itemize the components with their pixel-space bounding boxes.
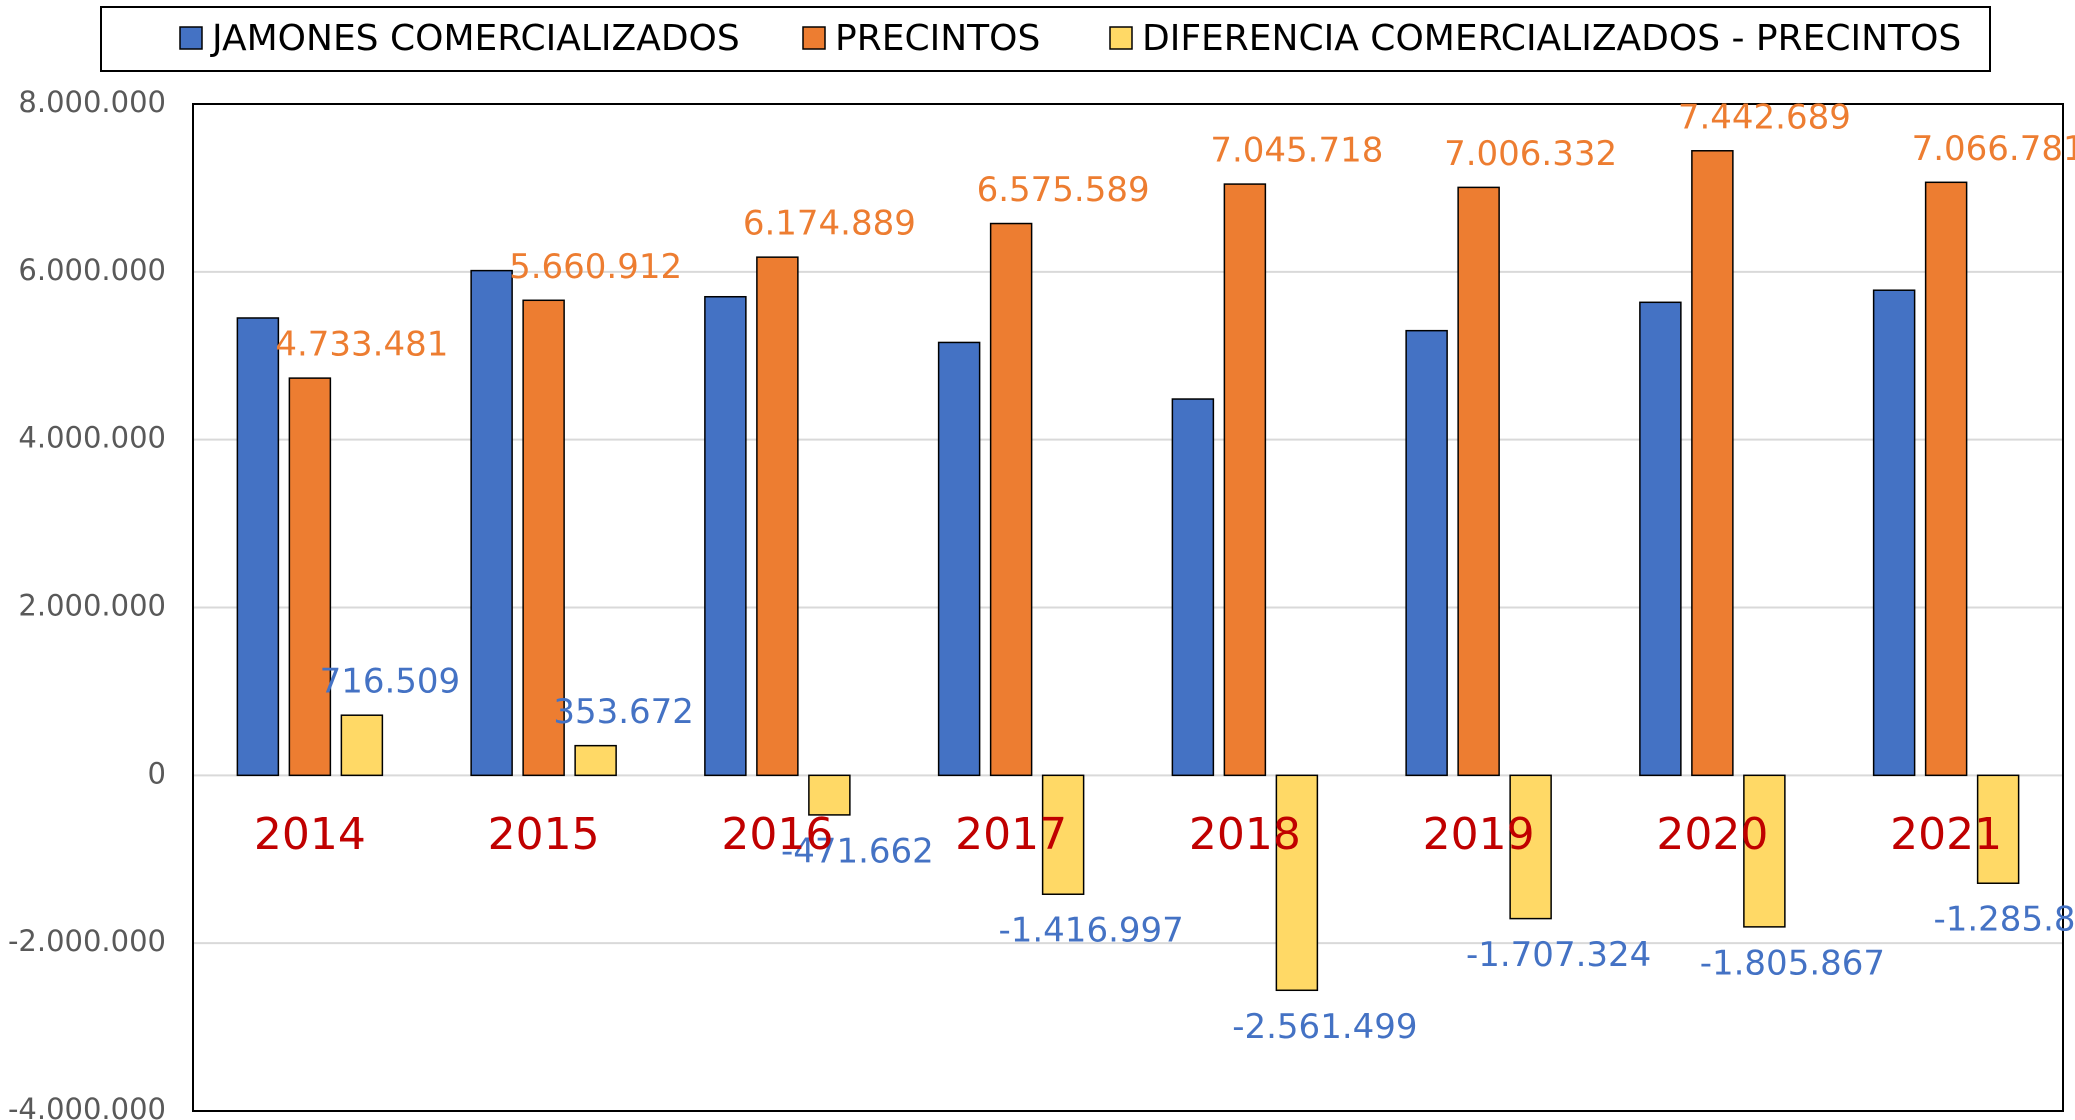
bar bbox=[1509, 774, 1552, 920]
data-label: 353.672 bbox=[553, 692, 694, 732]
bar bbox=[1223, 183, 1267, 777]
y-tick-label: -4.000.000 bbox=[8, 1092, 166, 1120]
bar bbox=[340, 714, 384, 777]
bar bbox=[1639, 301, 1682, 777]
x-tick-label: 2016 bbox=[721, 809, 833, 860]
legend-swatch bbox=[1109, 26, 1133, 50]
y-tick-label: 0 bbox=[148, 756, 166, 790]
data-label: 6.174.889 bbox=[743, 204, 916, 244]
bar bbox=[989, 222, 1033, 777]
x-tick-label: 2015 bbox=[488, 809, 600, 860]
data-label: 4.733.481 bbox=[275, 325, 448, 365]
bar bbox=[236, 317, 280, 777]
bar bbox=[1171, 398, 1215, 777]
data-label: 7.066.781 bbox=[1912, 129, 2075, 169]
data-label: 7.442.689 bbox=[1678, 97, 1851, 137]
bar bbox=[756, 256, 799, 777]
bar bbox=[522, 299, 565, 777]
bar bbox=[470, 269, 513, 777]
y-tick-label: 2.000.000 bbox=[18, 589, 166, 623]
x-tick-label: 2018 bbox=[1189, 809, 1301, 860]
bar bbox=[1976, 774, 2020, 884]
x-tick-label: 2019 bbox=[1423, 809, 1535, 860]
x-tick-label: 2017 bbox=[955, 809, 1067, 860]
legend-box bbox=[100, 6, 1991, 72]
bar bbox=[1924, 181, 1968, 777]
bar bbox=[1743, 774, 1786, 928]
legend-label: JAMONES COMERCIALIZADOS bbox=[210, 18, 740, 59]
y-tick-label: 8.000.000 bbox=[18, 85, 166, 119]
bar bbox=[704, 295, 747, 777]
data-label: -1.805.867 bbox=[1700, 943, 1885, 983]
data-label: -1.707.324 bbox=[1466, 935, 1651, 975]
bar bbox=[288, 377, 332, 777]
data-label: 7.006.332 bbox=[1444, 134, 1617, 174]
bar bbox=[574, 744, 617, 777]
bar bbox=[937, 341, 981, 777]
bar bbox=[808, 774, 851, 816]
data-label: -471.662 bbox=[781, 831, 934, 871]
y-tick-label: 6.000.000 bbox=[18, 253, 166, 287]
plot-border bbox=[192, 103, 2064, 1112]
bar bbox=[1691, 150, 1734, 777]
data-label: 7.045.718 bbox=[1210, 131, 1383, 171]
bar bbox=[1041, 774, 1085, 895]
legend-label: PRECINTOS bbox=[835, 18, 1040, 59]
x-tick-label: 2020 bbox=[1656, 809, 1768, 860]
data-label: -2.561.499 bbox=[1232, 1007, 1417, 1047]
y-tick-label: 4.000.000 bbox=[18, 421, 166, 455]
legend-swatch bbox=[179, 26, 203, 50]
data-label: -1.416.997 bbox=[998, 911, 1183, 951]
legend-swatch bbox=[802, 26, 826, 50]
y-tick-label: -2.000.000 bbox=[8, 924, 166, 958]
x-tick-label: 2021 bbox=[1890, 809, 2002, 860]
bar bbox=[1405, 329, 1448, 777]
data-label: 5.660.912 bbox=[509, 247, 682, 287]
legend-label: DIFERENCIA COMERCIALIZADOS - PRECINTOS bbox=[1142, 18, 1961, 59]
bar bbox=[1457, 186, 1500, 777]
x-tick-label: 2014 bbox=[254, 809, 366, 860]
data-label: 716.509 bbox=[320, 662, 461, 702]
bar bbox=[1275, 774, 1319, 992]
data-label: 6.575.589 bbox=[977, 170, 1150, 210]
data-label: -1.285.888 bbox=[1933, 900, 2075, 940]
bar bbox=[1872, 289, 1916, 777]
